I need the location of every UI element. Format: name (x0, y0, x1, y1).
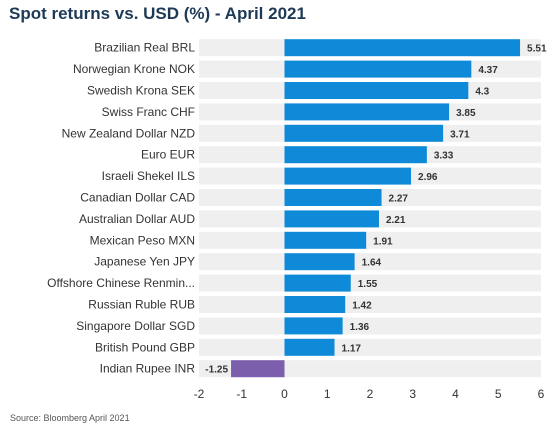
category-label: Mexican Peso MXN (90, 233, 195, 247)
category-label: Swedish Krona SEK (87, 84, 195, 98)
value-label: -1.25 (205, 365, 228, 376)
x-tick-label: 6 (538, 387, 545, 401)
bar (284, 39, 521, 57)
row-band (199, 338, 541, 356)
category-labels: Brazilian Real BRL Norwegian Krone NOK Swe… (47, 41, 195, 376)
category-label: Brazilian Real BRL (94, 41, 195, 55)
bar (284, 189, 382, 206)
value-label: 2.21 (386, 215, 406, 226)
value-label: 3.71 (450, 129, 470, 140)
category-label: Singapore Dollar SGD (76, 319, 195, 333)
category-label: Offshore Chinese Renmin... (47, 276, 195, 290)
value-label: 1.55 (358, 279, 378, 290)
bar (284, 210, 379, 228)
value-label: 5.51 (527, 44, 547, 55)
value-label: 1.36 (350, 322, 370, 333)
category-label: Euro EUR (141, 148, 195, 162)
category-label: Israeli Shekel ILS (102, 169, 195, 183)
x-tick-label: -2 (194, 387, 205, 401)
value-label: 1.91 (373, 236, 393, 247)
x-tick-label: 0 (281, 387, 288, 401)
category-label: British Pound GBP (95, 340, 195, 354)
category-label: Australian Dollar AUD (79, 212, 195, 226)
value-label: 1.17 (342, 343, 362, 354)
value-label: 4.37 (478, 65, 498, 76)
x-tick-label: 1 (324, 387, 331, 401)
bar (284, 296, 346, 313)
category-label: Swiss Franc CHF (102, 105, 195, 119)
bar (284, 274, 351, 292)
x-tick-label: 4 (452, 387, 459, 401)
bar (284, 253, 355, 271)
x-tick-label: 2 (367, 387, 374, 401)
bar (284, 82, 469, 99)
category-label: Canadian Dollar CAD (80, 191, 195, 205)
bar (284, 60, 472, 78)
bar (231, 360, 285, 378)
value-label: 1.42 (352, 301, 372, 312)
row-band (199, 231, 541, 249)
x-tick-label: 5 (495, 387, 502, 401)
value-label: 2.96 (418, 172, 438, 183)
bars (231, 39, 521, 378)
category-label: Russian Ruble RUB (88, 298, 195, 312)
x-axis-ticks: -2 -1 0 1 2 3 4 5 6 (194, 387, 545, 401)
bar (284, 167, 412, 185)
bar (284, 103, 450, 121)
category-label: Japanese Yen JPY (94, 255, 195, 269)
source-note: Source: Bloomberg April 2021 (10, 413, 130, 423)
bar (284, 338, 335, 356)
bar (284, 317, 343, 335)
category-label: Norwegian Krone NOK (73, 62, 195, 76)
value-labels: 5.51 4.37 4.3 3.85 3.71 3.33 2.96 2.27 2.21 1.91 1… (205, 44, 547, 376)
bar (284, 231, 367, 249)
x-tick-label: -1 (236, 387, 247, 401)
category-label: New Zealand Dollar NZD (62, 126, 196, 140)
bar (284, 146, 427, 164)
value-label: 2.27 (389, 194, 409, 205)
chart-title: Spot returns vs. USD (%) - April 2021 (9, 4, 306, 23)
value-label: 1.64 (362, 258, 382, 269)
category-label: Indian Rupee INR (100, 362, 196, 376)
row-band (199, 317, 541, 335)
value-label: 3.85 (456, 108, 476, 119)
bar (284, 124, 444, 142)
value-label: 4.3 (475, 87, 489, 98)
value-label: 3.33 (434, 151, 454, 162)
x-tick-label: 3 (409, 387, 416, 401)
